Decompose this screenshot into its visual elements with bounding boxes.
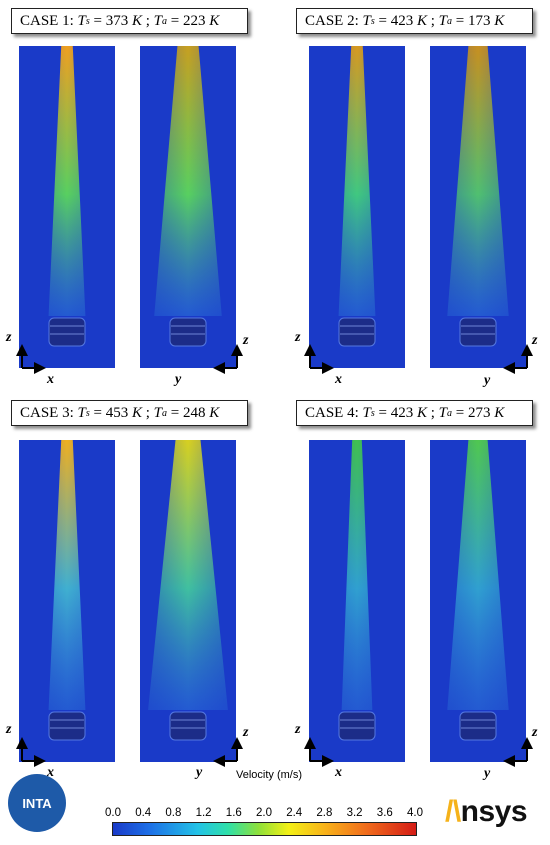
case-1-yz-plot (140, 46, 236, 368)
case-3-z-axis-letter: z (6, 722, 12, 737)
case-2-yz-plot (430, 46, 526, 368)
colorbar-tick: 3.6 (376, 807, 393, 819)
case-4-y-axis-letter: y (484, 766, 491, 781)
case-4-yz-plot (430, 440, 526, 762)
case-3-y-axis-letter: y (196, 765, 203, 780)
case-1-z2-axis-letter: z (243, 333, 249, 348)
ansys-logo: /\nsys (445, 795, 528, 828)
colorbar-tick: 1.2 (195, 807, 212, 819)
colorbar-tick: 2.4 (286, 807, 303, 819)
case-3-xz-plot (19, 440, 115, 762)
colorbar-tick: 0.4 (135, 807, 152, 819)
case-2-y-axis-letter: y (484, 373, 491, 388)
colorbar-title: Velocity (m/s) (236, 769, 303, 781)
case-2-x-axis-letter: x (335, 372, 342, 387)
inta-logo: INTA (8, 774, 66, 832)
colorbar-tick: 0.8 (165, 807, 182, 819)
case-1-z-axis-letter: z (6, 330, 12, 345)
case-2-z2-axis-letter: z (532, 333, 538, 348)
case-1-y-axis-letter: y (175, 372, 182, 387)
colorbar-tick: 2.0 (256, 807, 272, 819)
colorbar-tick: 0.0 (105, 807, 121, 819)
case-4-z2-axis-letter: z (532, 725, 538, 740)
colorbar-tick: 4.0 (407, 807, 423, 819)
case-1-xz-plot (19, 46, 115, 368)
case-4-z-axis-letter: z (295, 722, 301, 737)
colorbar-tick: 3.2 (346, 807, 363, 819)
case-3-z2-axis-letter: z (243, 725, 249, 740)
case-4-xz-plot (309, 440, 405, 762)
case-1-x-axis-letter: x (47, 372, 54, 387)
colorbar-tick: 2.8 (316, 807, 333, 819)
case-4-x-axis-letter: x (335, 765, 342, 780)
case-2-z-axis-letter: z (295, 330, 301, 345)
case-2-xz-plot (309, 46, 405, 368)
case-3-yz-plot (140, 440, 236, 762)
colorbar (112, 822, 417, 836)
colorbar-tick: 1.6 (225, 807, 242, 819)
case-3-x-axis-letter: x (47, 765, 54, 780)
